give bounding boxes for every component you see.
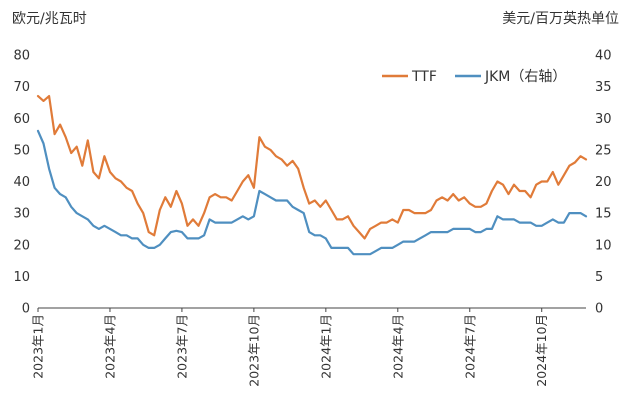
right-y-tick-label: 5 (595, 270, 603, 285)
left-axis-unit: 欧元/兆瓦时 (12, 11, 87, 27)
left-y-tick-label: 50 (13, 143, 30, 158)
series-lines (36, 94, 588, 256)
legend-label: TTF (411, 69, 437, 85)
series-line-ttf (36, 94, 588, 240)
right-y-tick-label: 35 (595, 80, 612, 95)
x-tick-label: 2024年7月 (462, 314, 477, 379)
right-y-tick-label: 0 (595, 302, 603, 317)
legend: TTF JKM（右轴） (382, 69, 566, 85)
right-y-tick-label: 15 (595, 207, 612, 222)
series-line-jkm (36, 129, 588, 256)
x-tick-label: 2023年4月 (102, 314, 117, 379)
left-y-tick-label: 60 (13, 112, 30, 127)
left-y-tick-label: 70 (13, 80, 30, 95)
left-y-tick-label: 40 (13, 175, 30, 190)
x-tick-label: 2023年1月 (31, 314, 46, 379)
right-axis-unit: 美元/百万英热单位 (502, 11, 619, 27)
x-tick-label: 2023年10月 (246, 314, 261, 387)
left-y-tick-label: 20 (13, 238, 30, 253)
right-y-tick-label: 10 (595, 238, 612, 253)
left-y-tick-label: 30 (13, 207, 30, 222)
left-y-tick-label: 80 (13, 49, 30, 64)
right-y-tick-label: 30 (595, 112, 612, 127)
x-tick-label: 2023年7月 (174, 314, 189, 379)
x-tick-label: 2024年4月 (390, 314, 405, 379)
legend-label: JKM（右轴） (484, 69, 566, 85)
right-y-tick-label: 25 (595, 143, 612, 158)
x-tick-label: 2024年1月 (318, 314, 333, 379)
x-tick-label: 2024年10月 (534, 314, 549, 387)
right-y-tick-label: 40 (595, 49, 612, 64)
left-y-tick-label: 10 (13, 270, 30, 285)
axes: 0 10 20 30 40 50 60 70 80 0 5 10 15 20 25 30 35 40 2023年1月… (13, 49, 611, 387)
right-y-tick-label: 20 (595, 175, 612, 190)
left-y-tick-label: 0 (22, 302, 30, 317)
